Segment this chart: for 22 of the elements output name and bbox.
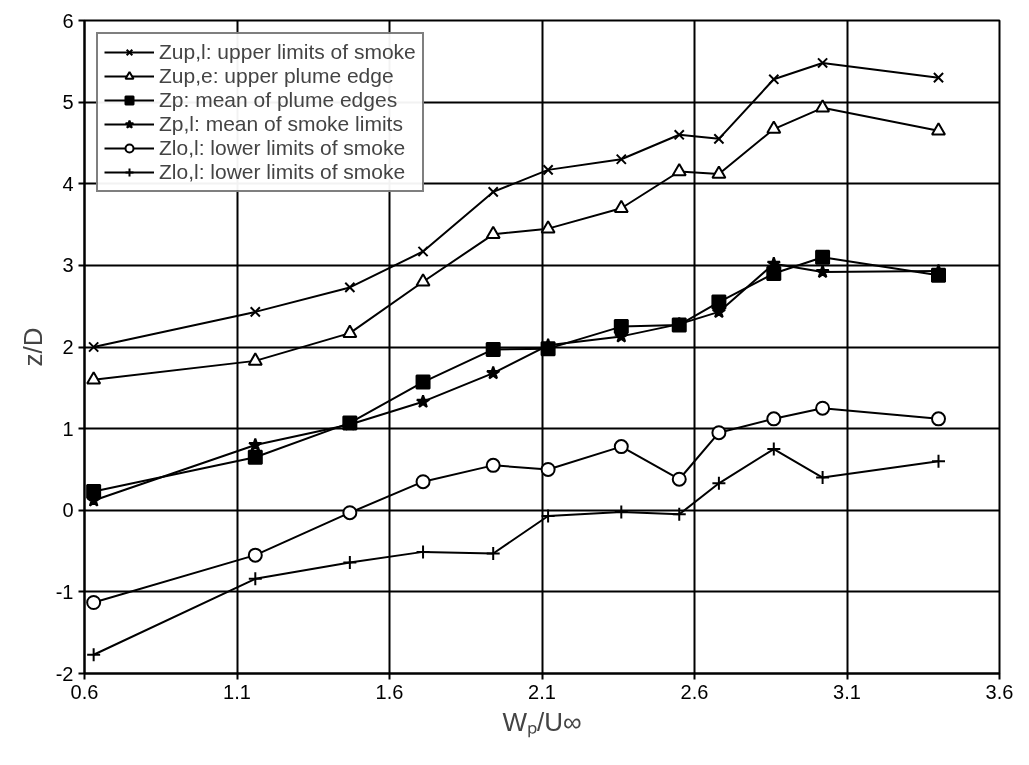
y-tick-label: 3 xyxy=(62,254,74,277)
x-tick-label: 1.6 xyxy=(375,680,404,703)
x-axis-title: Wₚ/U∞ xyxy=(502,706,582,738)
legend-label: Zup,e: upper plume edge xyxy=(159,64,394,88)
legend-label: Zup,l: upper limits of smoke xyxy=(159,40,416,64)
y-tick-label: 5 xyxy=(62,91,74,114)
y-tick-label: -1 xyxy=(55,580,74,603)
y-tick-label: 0 xyxy=(62,499,74,522)
y-tick-label: 1 xyxy=(62,417,74,440)
y-tick-label: 6 xyxy=(62,9,74,32)
legend-label: Zlo,l: lower limits of smoke xyxy=(159,160,406,184)
x-tick-label: 3.1 xyxy=(833,680,861,703)
y-tick-label: 4 xyxy=(62,172,74,195)
legend-label: Zp,l: mean of smoke limits xyxy=(159,112,403,136)
x-tick-label: 2.6 xyxy=(680,680,709,703)
legend-label: Zlo,l: lower limits of smoke xyxy=(159,136,406,160)
legend-label: Zp: mean of plume edges xyxy=(159,88,398,112)
y-axis-title: z/D xyxy=(17,327,48,367)
y-tick-label: 2 xyxy=(62,336,74,358)
x-tick-label: 3.6 xyxy=(985,680,1014,703)
x-tick-label: 1.1 xyxy=(223,680,251,703)
x-tick-label: 2.1 xyxy=(528,680,556,703)
